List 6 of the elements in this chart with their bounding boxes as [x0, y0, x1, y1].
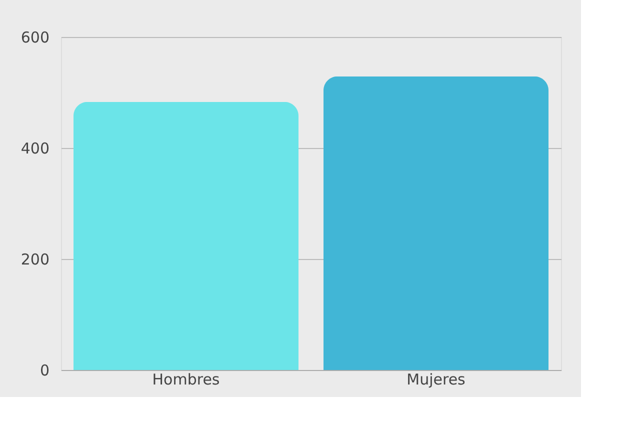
y-tick-label: 0 — [40, 362, 50, 380]
x-tick-label: Hombres — [152, 370, 220, 388]
x-tick-label: Mujeres — [406, 370, 466, 388]
y-tick-label: 600 — [20, 28, 50, 46]
y-tick-label: 400 — [20, 140, 50, 158]
y-tick-label: 200 — [20, 250, 50, 268]
